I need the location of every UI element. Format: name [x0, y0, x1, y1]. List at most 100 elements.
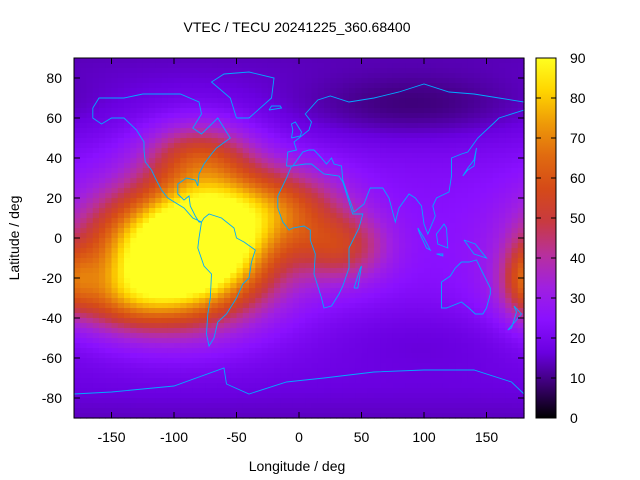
heatmap-cell	[324, 103, 331, 109]
heatmap-cell	[280, 228, 288, 234]
heatmap-cell	[236, 263, 244, 269]
heatmap-cell	[161, 338, 169, 344]
heatmap-cell	[80, 328, 88, 334]
heatmap-cell	[186, 213, 194, 219]
heatmap-cell	[486, 243, 494, 249]
heatmap-cell	[236, 148, 244, 154]
heatmap-cell	[167, 353, 175, 359]
heatmap-cell	[217, 158, 225, 164]
heatmap-cell	[392, 303, 400, 309]
heatmap-cell	[399, 208, 406, 214]
heatmap-cell	[224, 58, 231, 64]
heatmap-cell	[517, 153, 525, 159]
heatmap-cell	[80, 213, 88, 219]
heatmap-cell	[105, 233, 113, 239]
heatmap-cell	[142, 353, 150, 359]
heatmap-cell	[167, 253, 175, 259]
heatmap-cell	[136, 273, 144, 279]
heatmap-cell	[330, 398, 338, 404]
heatmap-cell	[261, 58, 269, 64]
heatmap-cell	[286, 308, 294, 314]
heatmap-cell	[442, 233, 450, 239]
heatmap-cell	[424, 233, 431, 239]
heatmap-cell	[161, 98, 169, 104]
heatmap-cell	[299, 168, 306, 174]
heatmap-cell	[174, 58, 181, 64]
heatmap-cell	[211, 173, 219, 179]
heatmap-cell	[517, 168, 525, 174]
heatmap-cell	[255, 178, 263, 184]
heatmap-cell	[117, 368, 125, 374]
heatmap-cell	[374, 398, 381, 404]
heatmap-cell	[492, 143, 500, 149]
heatmap-cell	[92, 193, 100, 199]
heatmap-cell	[505, 213, 513, 219]
heatmap-cell	[399, 218, 406, 224]
heatmap-cell	[230, 88, 238, 94]
heatmap-cell	[111, 278, 119, 284]
heatmap-cell	[517, 88, 525, 94]
heatmap-cell	[255, 353, 263, 359]
heatmap-cell	[149, 403, 156, 409]
heatmap-cell	[449, 88, 456, 94]
heatmap-cell	[411, 168, 419, 174]
heatmap-cell	[336, 143, 344, 149]
heatmap-cell	[99, 258, 106, 264]
heatmap-cell	[99, 378, 106, 384]
heatmap-cell	[242, 203, 250, 209]
heatmap-cell	[80, 143, 88, 149]
heatmap-cell	[92, 203, 100, 209]
heatmap-cell	[192, 348, 200, 354]
heatmap-cell	[92, 98, 100, 104]
heatmap-cell	[267, 118, 275, 124]
heatmap-cell	[349, 98, 356, 104]
heatmap-cell	[92, 108, 100, 114]
heatmap-cell	[105, 128, 113, 134]
heatmap-cell	[224, 293, 231, 299]
heatmap-cell	[142, 143, 150, 149]
heatmap-cell	[411, 223, 419, 229]
heatmap-cell	[74, 318, 81, 324]
heatmap-cell	[274, 83, 281, 89]
heatmap-cell	[124, 58, 131, 64]
heatmap-cell	[167, 118, 175, 124]
heatmap-cell	[286, 118, 294, 124]
heatmap-cell	[167, 323, 175, 329]
heatmap-cell	[124, 158, 131, 164]
heatmap-cell	[467, 218, 475, 224]
heatmap-cell	[267, 183, 275, 189]
heatmap-cell	[430, 343, 438, 349]
heatmap-cell	[499, 88, 506, 94]
heatmap-cell	[480, 353, 488, 359]
heatmap-cell	[80, 198, 88, 204]
heatmap-cell	[92, 253, 100, 259]
heatmap-cell	[205, 348, 213, 354]
heatmap-cell	[461, 143, 469, 149]
heatmap-cell	[367, 143, 375, 149]
heatmap-cell	[299, 268, 306, 274]
heatmap-cell	[467, 228, 475, 234]
heatmap-cell	[517, 113, 525, 119]
heatmap-cell	[211, 313, 219, 319]
heatmap-cell	[392, 93, 400, 99]
heatmap-cell	[505, 248, 513, 254]
heatmap-cell	[174, 263, 181, 269]
heatmap-cell	[417, 208, 425, 214]
heatmap-cell	[305, 313, 313, 319]
heatmap-cell	[505, 298, 513, 304]
heatmap-cell	[517, 338, 525, 344]
heatmap-cell	[105, 73, 113, 79]
heatmap-cell	[442, 383, 450, 389]
heatmap-cell	[205, 143, 213, 149]
heatmap-cell	[411, 158, 419, 164]
heatmap-cell	[355, 373, 363, 379]
heatmap-cell	[305, 328, 313, 334]
heatmap-cell	[205, 88, 213, 94]
heatmap-cell	[167, 263, 175, 269]
heatmap-cell	[486, 158, 494, 164]
heatmap-cell	[417, 313, 425, 319]
heatmap-cell	[249, 283, 256, 289]
heatmap-cell	[480, 228, 488, 234]
heatmap-cell	[136, 143, 144, 149]
heatmap-cell	[511, 338, 519, 344]
